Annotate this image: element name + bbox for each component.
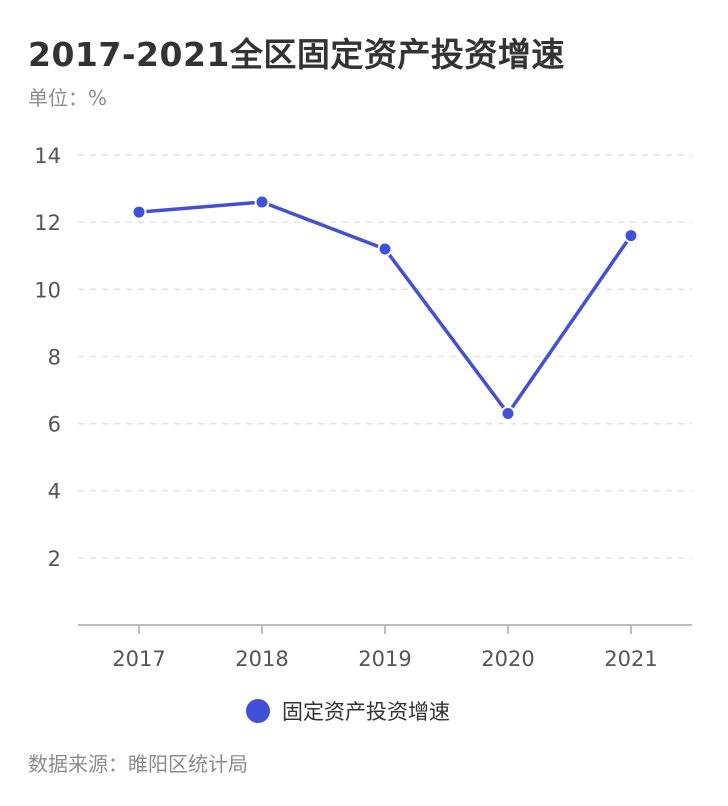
data-point (131, 204, 147, 220)
y-tick-label: 14 (34, 144, 61, 168)
grid-lines (78, 154, 692, 559)
y-tick-labels: 2 4 6 8 10 12 14 (34, 144, 61, 571)
unit-label: 单位：% (28, 86, 108, 110)
x-tick-label: 2020 (481, 647, 534, 671)
series-group (131, 194, 639, 421)
y-tick-label: 2 (48, 547, 61, 571)
x-tick-labels: 2017 2018 2019 2020 2021 (112, 647, 657, 671)
x-tick-label: 2018 (235, 647, 288, 671)
y-tick-label: 12 (34, 211, 61, 235)
data-point (377, 241, 393, 257)
y-tick-label: 10 (34, 278, 61, 302)
y-tick-label: 6 (48, 413, 61, 437)
x-axis (78, 624, 692, 634)
legend-label: 固定资产投资增速 (282, 700, 450, 724)
data-point (500, 406, 516, 421)
chart-title: 2017-2021全区固定资产投资增速 (28, 35, 565, 74)
x-tick-label: 2019 (358, 647, 411, 671)
series-line (138, 200, 633, 416)
data-point (254, 194, 270, 210)
y-tick-label: 8 (48, 345, 61, 369)
data-point (623, 228, 639, 244)
legend-marker (246, 699, 270, 723)
y-tick-label: 4 (48, 480, 61, 504)
legend[interactable]: 固定资产投资增速 (246, 699, 450, 724)
data-source: 数据来源：睢阳区统计局 (28, 752, 248, 776)
x-tick-label: 2017 (112, 647, 165, 671)
x-tick-label: 2021 (604, 647, 657, 671)
